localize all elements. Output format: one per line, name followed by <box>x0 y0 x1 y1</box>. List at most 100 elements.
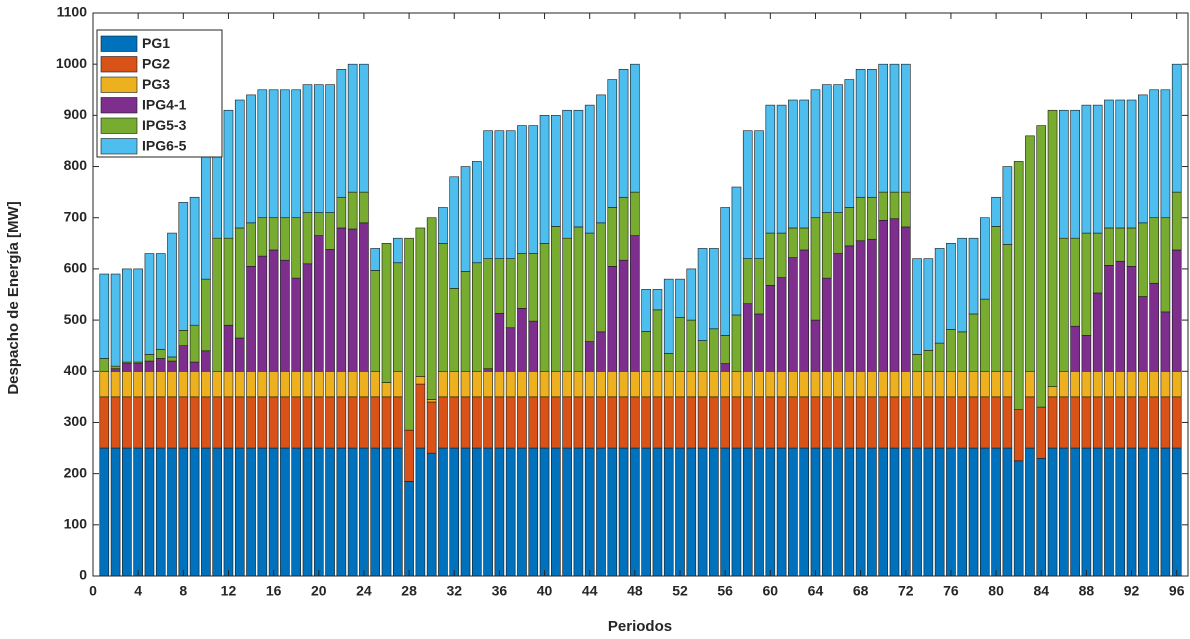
bar-segment <box>788 227 798 258</box>
bar-segment <box>1092 447 1103 577</box>
bar-segment <box>596 447 606 577</box>
bar-segment <box>675 278 685 318</box>
bar-segment <box>630 191 640 236</box>
bar-segment <box>889 447 900 577</box>
bar-segment <box>788 396 798 449</box>
bar-segment <box>923 349 934 372</box>
bar-segment <box>867 196 877 240</box>
bar-segment <box>336 227 347 372</box>
bar-segment <box>618 370 629 398</box>
bar-segment <box>1036 457 1047 577</box>
x-tick-label: 24 <box>356 583 372 599</box>
bar-segment <box>99 370 110 398</box>
bar-segment <box>1047 109 1058 387</box>
bar-segment <box>946 370 956 398</box>
bar-segment <box>630 447 640 577</box>
bar-segment <box>1149 282 1159 372</box>
bar-segment <box>923 396 934 449</box>
bar-segment <box>246 222 256 267</box>
bar-segment <box>1047 396 1058 449</box>
y-tick-label: 400 <box>64 362 88 378</box>
bar-segment <box>178 370 189 398</box>
bar-segment <box>234 337 245 372</box>
bar-segment <box>810 396 821 449</box>
bar-segment <box>268 396 279 449</box>
bar-segment <box>257 255 268 372</box>
x-tick-label: 64 <box>808 583 824 599</box>
bar-segment <box>821 370 832 398</box>
bar-segment <box>1002 166 1013 245</box>
bar-segment <box>596 222 606 333</box>
bar-segment <box>867 238 877 372</box>
bar-segment <box>1081 104 1092 234</box>
bar-segment <box>460 396 471 449</box>
bar-segment <box>144 447 155 577</box>
bar-segment <box>934 447 945 577</box>
bar-segment <box>505 370 516 398</box>
bar-segment <box>483 447 493 577</box>
bar-segment <box>268 217 279 251</box>
bar-segment <box>392 370 403 398</box>
bar-segment <box>855 240 866 372</box>
bar-segment <box>776 396 787 449</box>
bar-segment <box>946 396 956 449</box>
bar-segment <box>562 447 572 577</box>
bar-segment <box>663 447 674 577</box>
bar-segment <box>517 447 527 577</box>
bar-segment <box>449 176 460 289</box>
bar-segment <box>438 396 448 449</box>
bar-segment <box>257 217 268 257</box>
bar-segment <box>1013 161 1024 410</box>
bar-segment <box>720 370 730 398</box>
bar-segment <box>844 245 855 372</box>
bar-segment <box>889 191 900 220</box>
bar-segment <box>551 226 561 372</box>
bar-segment <box>144 360 155 372</box>
bar-segment <box>788 257 798 372</box>
bar-segment <box>291 447 302 577</box>
bar-segment <box>709 396 719 449</box>
bar-segment <box>110 447 121 577</box>
bar-segment <box>641 331 651 372</box>
bar-segment <box>731 186 742 316</box>
bar-segment <box>742 396 753 449</box>
bar-segment <box>912 258 922 355</box>
y-tick-label: 300 <box>64 413 88 429</box>
bar-segment <box>122 396 132 449</box>
x-tick-label: 36 <box>492 583 508 599</box>
bar-segment <box>449 288 460 372</box>
bar-segment <box>1092 104 1103 234</box>
legend-label: IPG5-3 <box>142 117 187 133</box>
bar-segment <box>268 447 279 577</box>
bar-segment <box>1081 335 1092 372</box>
bar-segment <box>596 396 606 449</box>
x-tick-label: 88 <box>1079 583 1095 599</box>
bar-segment <box>1070 325 1080 372</box>
bar-segment <box>618 69 629 198</box>
bar-segment <box>302 84 313 213</box>
bar-segment <box>663 353 674 372</box>
bar-segment <box>686 370 697 398</box>
bar-segment <box>1171 370 1182 398</box>
bar-segment <box>212 370 222 398</box>
bar-segment <box>821 84 832 213</box>
bar-segment <box>731 396 742 449</box>
bar-segment <box>280 396 290 449</box>
bar-segment <box>1013 409 1024 462</box>
bar-segment <box>359 63 369 193</box>
bar-segment <box>607 447 618 577</box>
bar-segment <box>291 217 302 279</box>
bar-segment <box>754 447 764 577</box>
bar-segment <box>562 237 572 372</box>
bar-segment <box>1104 447 1114 577</box>
bar-segment <box>133 396 143 449</box>
bar-segment <box>991 370 1001 398</box>
x-tick-label: 92 <box>1124 583 1140 599</box>
bar-segment <box>528 320 539 372</box>
bar-segment <box>471 262 482 372</box>
bar-segment <box>438 243 448 372</box>
bar-segment <box>1104 396 1114 449</box>
x-tick-label: 4 <box>134 583 142 599</box>
bar-segment <box>618 196 629 261</box>
